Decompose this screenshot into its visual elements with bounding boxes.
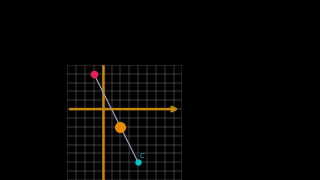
Text: Find the coordinates of point $B$ on $\overrightarrow{AC}$ such that the ratio o: Find the coordinates of point $B$ on $\o…: [4, 44, 320, 62]
Text: Point $A$ is at $(-1, 4)$ and point $C$ is at $(4, -6)$.: Point $A$ is at $(-1, 4)$ and point $C$ …: [4, 12, 228, 26]
Text: C: C: [140, 153, 144, 159]
